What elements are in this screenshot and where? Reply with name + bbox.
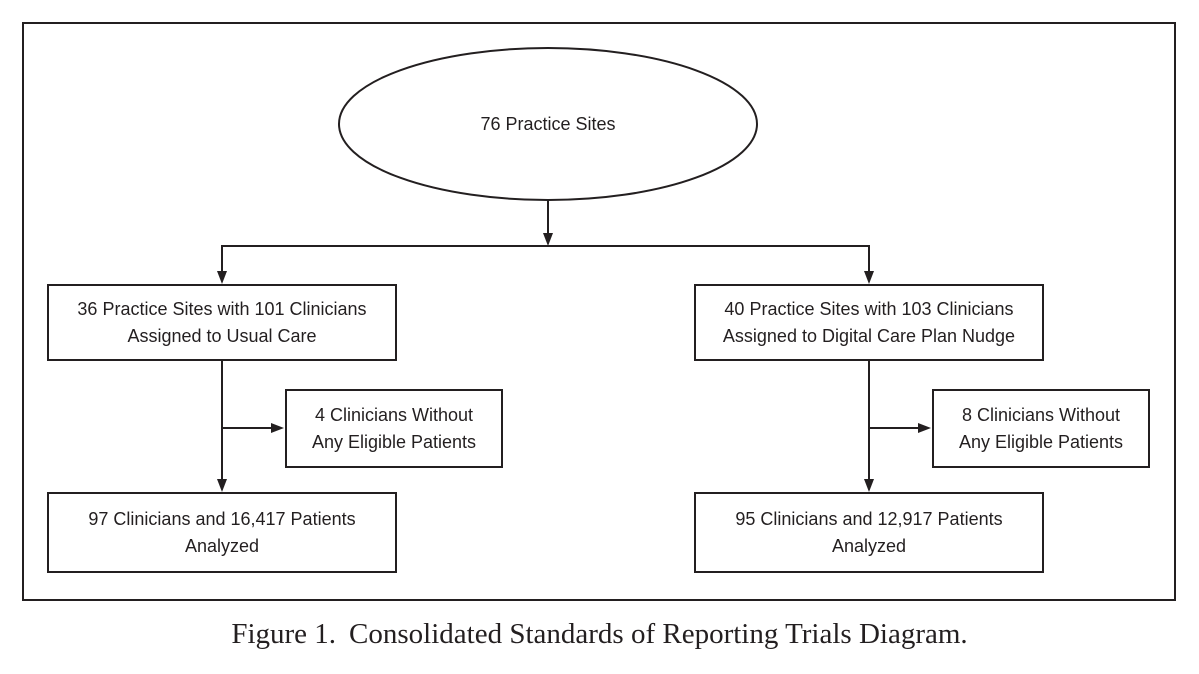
node-excluded-usual-care: 4 Clinicians Without Any Eligible Patien… [285, 389, 503, 468]
node-analyzed-usual-care: 97 Clinicians and 16,417 Patients Analyz… [47, 492, 397, 573]
node-assigned-usual-care: 36 Practice Sites with 101 Clinicians As… [47, 284, 397, 361]
node-excluded-digital-care-plan-nudge: 8 Clinicians Without Any Eligible Patien… [932, 389, 1150, 468]
node-total-practice-sites: 76 Practice Sites [480, 113, 616, 134]
node-analyzed-digital-care-plan-nudge: 95 Clinicians and 12,917 Patients Analyz… [694, 492, 1044, 573]
figure-caption-label: Figure 1. [231, 618, 337, 650]
node-assigned-digital-care-plan-nudge: 40 Practice Sites with 103 Clinicians As… [694, 284, 1044, 361]
figure-caption: Figure 1. Consolidated Standards of Repor… [0, 618, 1199, 651]
figure-caption-title: Consolidated Standards of Reporting Tria… [349, 618, 968, 650]
